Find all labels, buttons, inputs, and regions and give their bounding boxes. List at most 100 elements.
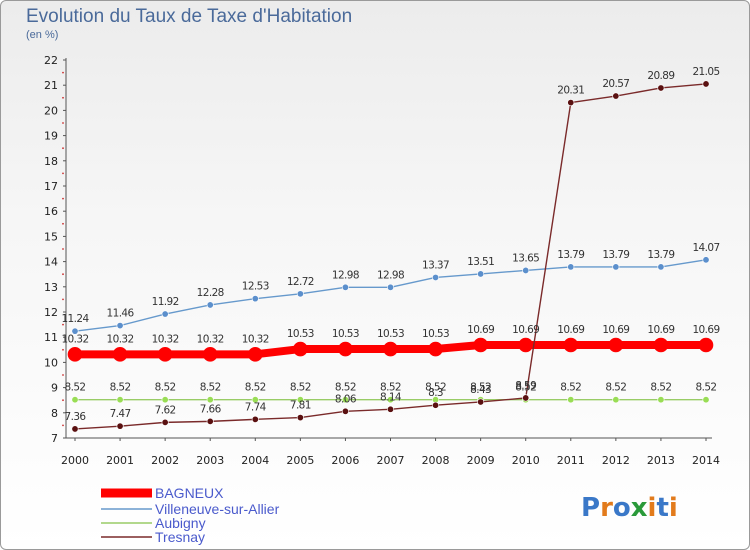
data-label-aubigny: 8.52	[605, 382, 626, 394]
legend-label-aubigny: Aubigny	[155, 515, 206, 531]
data-point-tresnay	[612, 92, 620, 100]
y-tick-label: 18	[44, 155, 58, 168]
data-point-tresnay	[522, 394, 530, 402]
data-point-bagneux	[608, 337, 624, 353]
data-point-bagneux	[518, 337, 534, 353]
data-label-tresnay: 20.31	[557, 85, 584, 97]
data-label-villeneuve-sur-allier: 11.46	[107, 308, 135, 320]
y-minor-tick	[62, 298, 64, 301]
chart-subtitle: (en %)	[26, 29, 59, 41]
data-label-villeneuve-sur-allier: 11.92	[152, 296, 179, 308]
chart-title: Evolution du Taux de Taxe d'Habitation	[26, 6, 353, 27]
data-point-tresnay	[477, 398, 485, 406]
data-point-aubigny	[296, 396, 304, 404]
x-tick-label: 2014	[692, 454, 720, 467]
data-label-tresnay: 20.89	[647, 70, 674, 82]
data-label-tresnay: 7.47	[110, 408, 131, 420]
data-label-tresnay: 7.36	[65, 411, 87, 423]
data-label-bagneux: 10.69	[512, 324, 539, 336]
x-tick-label: 2009	[467, 454, 495, 467]
x-tick-label: 2006	[331, 454, 359, 467]
data-label-bagneux: 10.69	[602, 324, 629, 336]
y-tick-label: 14	[44, 256, 58, 269]
y-minor-tick	[62, 172, 64, 175]
data-label-villeneuve-sur-allier: 13.79	[602, 249, 629, 261]
data-point-aubigny	[161, 396, 169, 404]
data-point-villeneuve-sur-allier	[612, 263, 620, 271]
data-label-tresnay: 20.57	[602, 78, 629, 90]
data-label-aubigny: 8.52	[155, 382, 176, 394]
data-label-villeneuve-sur-allier: 13.37	[422, 259, 449, 271]
data-label-villeneuve-sur-allier: 12.53	[242, 281, 269, 293]
data-label-bagneux: 10.53	[287, 328, 314, 340]
data-point-bagneux	[698, 337, 714, 353]
data-point-aubigny	[657, 396, 665, 404]
x-tick-label: 2010	[512, 454, 540, 467]
y-tick-label: 16	[44, 205, 58, 218]
y-minor-tick	[62, 399, 64, 402]
data-label-bagneux: 10.69	[467, 324, 494, 336]
logo-letter: o	[613, 493, 631, 523]
logo-letter: i	[648, 493, 657, 523]
data-label-tresnay: 21.05	[692, 66, 719, 78]
data-label-bagneux: 10.69	[647, 324, 674, 336]
logo-letter: t	[656, 493, 668, 523]
proxiti-logo: Proxiti	[581, 493, 678, 523]
x-tick-label: 2008	[422, 454, 450, 467]
logo-letter: P	[581, 493, 600, 523]
data-label-villeneuve-sur-allier: 13.51	[467, 256, 494, 268]
legend-label-bagneux: BAGNEUX	[155, 485, 224, 501]
data-point-aubigny	[702, 396, 710, 404]
legend-label-villeneuve-sur-allier: Villeneuve-sur-Allier	[155, 501, 280, 517]
data-label-villeneuve-sur-allier: 13.79	[647, 249, 674, 261]
data-point-bagneux	[202, 347, 218, 362]
data-point-villeneuve-sur-allier	[251, 295, 259, 303]
x-tick-label: 2000	[61, 454, 89, 467]
y-minor-tick	[62, 348, 64, 351]
data-label-bagneux: 10.32	[61, 333, 88, 345]
y-minor-tick	[62, 273, 64, 276]
x-tick-label: 2012	[602, 454, 630, 467]
data-point-tresnay	[432, 401, 440, 409]
data-label-aubigny: 8.52	[245, 382, 266, 394]
data-label-villeneuve-sur-allier: 13.79	[557, 249, 584, 261]
y-tick-label: 9	[51, 382, 58, 395]
data-label-bagneux: 10.53	[377, 328, 404, 340]
data-label-tresnay: 8.43	[470, 384, 491, 396]
data-label-bagneux: 10.32	[107, 333, 134, 345]
data-label-aubigny: 8.52	[200, 382, 221, 394]
data-point-bagneux	[293, 341, 308, 357]
data-label-bagneux: 10.53	[332, 328, 359, 340]
data-point-tresnay	[206, 417, 214, 425]
logo-letter: x	[631, 493, 648, 523]
y-tick-label: 20	[44, 104, 58, 117]
y-tick-label: 17	[44, 180, 58, 193]
data-label-tresnay: 8.06	[335, 393, 357, 405]
data-point-villeneuve-sur-allier	[296, 290, 304, 298]
data-label-bagneux: 10.69	[557, 324, 584, 336]
data-point-bagneux	[653, 337, 669, 353]
data-point-bagneux	[563, 337, 579, 353]
data-label-villeneuve-sur-allier: 12.28	[197, 287, 224, 299]
x-tick-label: 2003	[196, 454, 224, 467]
data-point-tresnay	[386, 405, 394, 413]
data-point-tresnay	[702, 80, 710, 88]
data-point-tresnay	[251, 415, 259, 423]
y-minor-tick	[62, 71, 64, 74]
data-label-tresnay: 7.62	[155, 404, 176, 416]
data-point-villeneuve-sur-allier	[161, 310, 169, 318]
y-minor-tick	[62, 222, 64, 225]
data-point-villeneuve-sur-allier	[341, 283, 349, 291]
data-point-villeneuve-sur-allier	[71, 327, 79, 335]
y-tick-label: 12	[44, 306, 58, 319]
y-minor-tick	[62, 424, 64, 427]
data-point-tresnay	[71, 425, 79, 433]
y-tick-label: 8	[51, 407, 58, 420]
y-tick-label: 15	[44, 230, 58, 243]
data-label-tresnay: 8.14	[380, 391, 402, 403]
legend-label-tresnay: Tresnay	[155, 529, 205, 545]
y-minor-tick	[62, 197, 64, 200]
y-minor-tick	[62, 122, 64, 124]
data-label-aubigny: 8.52	[560, 382, 581, 394]
